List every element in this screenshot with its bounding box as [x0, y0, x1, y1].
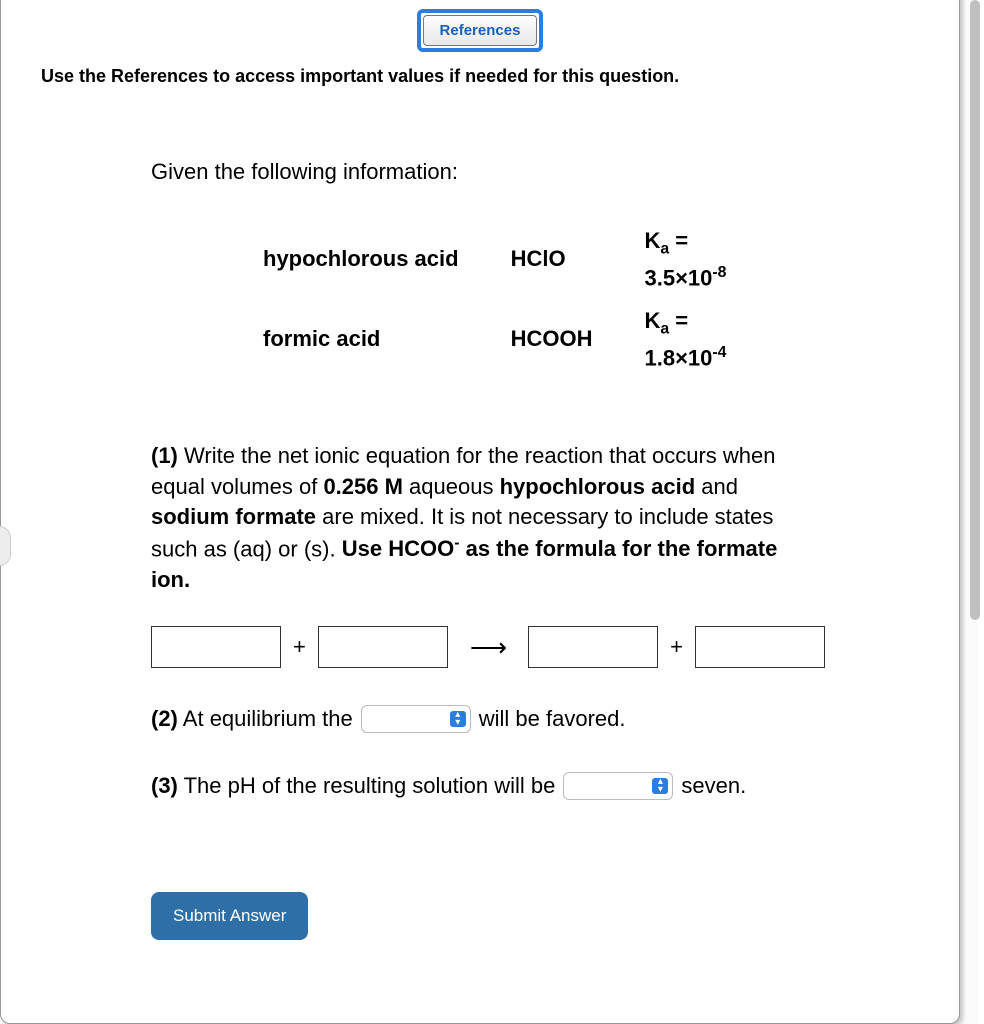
acid-name: hypochlorous acid [253, 220, 499, 298]
ka-value: Ka = 1.8×10-4 [634, 300, 736, 378]
stepper-icon: ▴▾ [450, 711, 466, 727]
question-card: References Use the References to access … [0, 0, 960, 1024]
acid-formula: HCOOH [501, 300, 633, 378]
question-3: (3) The pH of the resulting solution wil… [151, 771, 809, 802]
acid-formula: HClO [501, 220, 633, 298]
equation-row: + ⟶ + [151, 626, 809, 668]
product-1-input[interactable] [528, 626, 658, 668]
references-button[interactable]: References [423, 15, 538, 46]
table-row: formic acid HCOOH Ka = 1.8×10-4 [253, 300, 736, 378]
references-highlight: References [417, 9, 544, 52]
reactant-1-input[interactable] [151, 626, 281, 668]
submit-answer-button[interactable]: Submit Answer [151, 892, 308, 940]
scrollbar-thumb[interactable] [970, 0, 980, 620]
instruction-text: Use the References to access important v… [41, 66, 919, 87]
ka-table: hypochlorous acid HClO Ka = 3.5×10-8 for… [251, 218, 738, 381]
expand-handle[interactable] [0, 526, 11, 566]
reactant-2-input[interactable] [318, 626, 448, 668]
question-1: (1) Write the net ionic equation for the… [151, 441, 809, 596]
equilibrium-side-select[interactable]: ▴▾ [361, 705, 471, 733]
plus-sign: + [293, 632, 306, 663]
table-row: hypochlorous acid HClO Ka = 3.5×10-8 [253, 220, 736, 298]
given-label: Given the following information: [151, 157, 809, 188]
ka-value: Ka = 3.5×10-8 [634, 220, 736, 298]
product-2-input[interactable] [695, 626, 825, 668]
ph-relation-select[interactable]: ▴▾ [563, 772, 673, 800]
plus-sign: + [670, 632, 683, 663]
reaction-arrow-icon: ⟶ [460, 629, 516, 665]
acid-name: formic acid [253, 300, 499, 378]
stepper-icon: ▴▾ [652, 778, 668, 794]
question-2: (2) At equilibrium the ▴▾ will be favore… [151, 704, 809, 735]
